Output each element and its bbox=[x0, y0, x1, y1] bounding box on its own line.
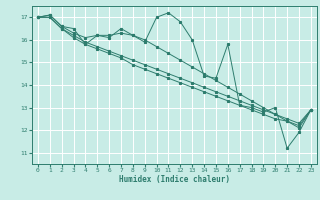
X-axis label: Humidex (Indice chaleur): Humidex (Indice chaleur) bbox=[119, 175, 230, 184]
